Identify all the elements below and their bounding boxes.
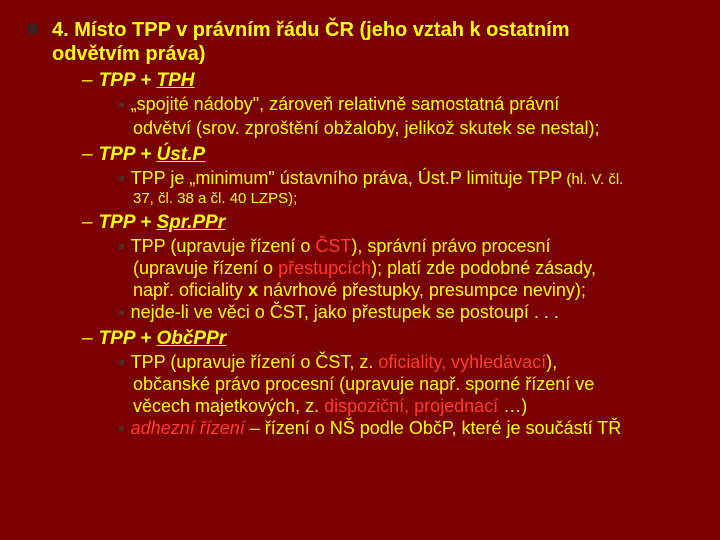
s3-l3a: např. oficiality: [133, 280, 248, 300]
s3-head-a: TPP +: [99, 212, 157, 233]
s4-l3a: věcech majetkových, z.: [133, 396, 324, 416]
s3-line3: např. oficiality x návrhové přestupky, p…: [133, 280, 698, 302]
s4-line3: věcech majetkových, z. dispoziční, proje…: [133, 396, 698, 418]
s3-line1: ■ TPP (upravuje řízení o ČST), správní pr…: [118, 236, 698, 258]
bullet-mini-icon: ■: [118, 241, 125, 253]
slide-title-line1: 4. Místo TPP v právním řádu ČR (jeho vzt…: [52, 18, 570, 42]
s3-l3b: x: [248, 280, 258, 300]
s1-l2: odvětví (srov. zproštění obžaloby, jelik…: [133, 118, 600, 138]
s4-l1b: oficiality, vyhledávací: [378, 352, 546, 372]
s2-head-b: Úst.P: [156, 144, 205, 165]
s4-line4: ■ adhezní řízení – řízení o NŠ podle ObčP…: [118, 418, 698, 440]
title-block: 4. Místo TPP v právním řádu ČR (jeho vzt…: [52, 18, 570, 66]
section-obcppr: –TPP + ObčPPr: [82, 328, 698, 350]
title-row: 4. Místo TPP v právním řádu ČR (jeho vzt…: [28, 18, 698, 66]
s3-l1a: TPP (upravuje řízení o: [131, 236, 316, 256]
section-sprppr: –TPP + Spr.PPr: [82, 212, 698, 234]
s4-l4a: adhezní řízení: [131, 418, 245, 438]
s3-l3c: návrhové přestupky, presumpce neviny);: [258, 280, 586, 300]
s4-line2: občanské právo procesní (upravuje např. …: [133, 374, 698, 396]
slide: 4. Místo TPP v právním řádu ČR (jeho vzt…: [0, 0, 720, 540]
s4-l1c: ),: [546, 352, 557, 372]
bullet-square-icon: [28, 24, 38, 34]
s3-l2a: (upravuje řízení o: [133, 258, 278, 278]
s2-l1a: TPP je „minimum" ústavního práva, Úst.P …: [131, 168, 563, 188]
s2-line2: 37, čl. 38 a čl. 40 LZPS);: [133, 190, 698, 208]
s3-line4: ■ nejde-li ve věci o ČST, jako přestupek …: [118, 302, 698, 324]
s4-l4b: – řízení o NŠ podle ObčP, které je součá…: [245, 418, 622, 438]
s3-line2: (upravuje řízení o přestupcích); platí z…: [133, 258, 698, 280]
s4-l3b: dispoziční, projednací: [324, 396, 498, 416]
bullet-mini-icon: ■: [118, 99, 125, 111]
s1-l1: „spojité nádoby", zároveň relativně samo…: [131, 94, 560, 114]
bullet-mini-icon: ■: [118, 357, 125, 369]
s3-head-b: Spr.PPr: [156, 212, 225, 233]
s2-line1: ■ TPP je „minimum" ústavního práva, Úst.P…: [118, 168, 698, 190]
s4-l3c: …): [498, 396, 527, 416]
bullet-mini-icon: ■: [118, 423, 125, 435]
s4-l2: občanské právo procesní (upravuje např. …: [133, 374, 594, 394]
s1-head-b: TPH: [156, 70, 194, 91]
slide-title-line2: odvětvím práva): [52, 42, 570, 66]
s3-l1b: ČST: [315, 236, 351, 256]
bullet-mini-icon: ■: [118, 307, 125, 319]
s2-head-a: TPP +: [99, 144, 157, 165]
s1-line1: ■ „spojité nádoby", zároveň relativně sam…: [118, 94, 698, 116]
section-tph: –TPP + TPH: [82, 70, 698, 92]
section-ustp: –TPP + Úst.P: [82, 144, 698, 166]
s1-line2: odvětví (srov. zproštění obžaloby, jelik…: [133, 118, 698, 140]
s4-line1: ■ TPP (upravuje řízení o ČST, z. oficiali…: [118, 352, 698, 374]
s4-l1a: TPP (upravuje řízení o ČST, z.: [131, 352, 379, 372]
bullet-mini-icon: ■: [118, 173, 125, 185]
s1-head-a: TPP +: [99, 70, 157, 91]
s3-l2b: přestupcích: [278, 258, 371, 278]
s4-head-a: TPP +: [99, 328, 157, 349]
s3-l2c: ); platí zde podobné zásady,: [371, 258, 596, 278]
s2-l2: 37, čl. 38 a čl. 40 LZPS);: [133, 190, 297, 207]
s2-l1b: (hl. V. čl.: [562, 171, 623, 188]
s4-head-b: ObčPPr: [156, 328, 226, 349]
s3-l4: nejde-li ve věci o ČST, jako přestupek s…: [131, 302, 559, 322]
s3-l1c: ), správní právo procesní: [351, 236, 550, 256]
